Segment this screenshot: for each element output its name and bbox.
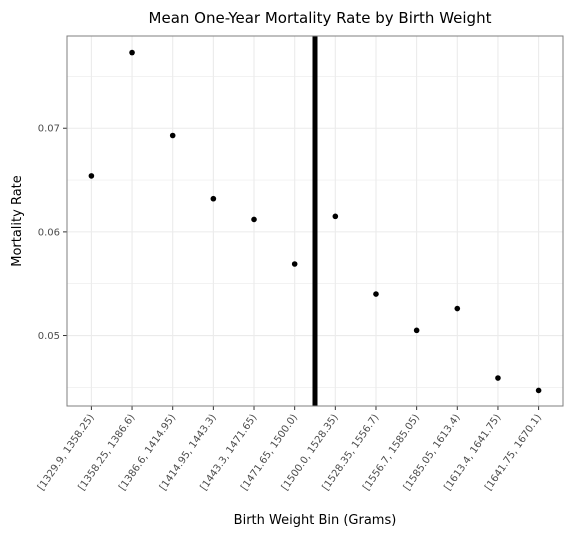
data-point-5 (291, 261, 298, 267)
plot-panel-border (66, 35, 564, 407)
data-points (88, 49, 542, 394)
y-tick-label-1: 0.06 (38, 227, 60, 238)
data-point-3 (210, 195, 217, 202)
data-point-10 (495, 375, 501, 381)
data-point-2 (169, 132, 176, 139)
y-tick-label-2: 0.07 (38, 124, 60, 135)
y-axis-label: Mortality Rate (10, 175, 25, 267)
data-point-4 (251, 216, 257, 223)
x-axis-label: Birth Weight Bin (Grams) (234, 513, 397, 528)
y-axis: 0.05 0.06 0.07 (38, 124, 67, 342)
data-point-9 (454, 305, 461, 312)
data-point-1 (129, 49, 135, 56)
chart-title: Mean One-Year Mortality Rate by Birth We… (149, 9, 492, 27)
data-point-8 (413, 327, 420, 334)
data-point-6 (332, 213, 339, 220)
data-point-11 (535, 387, 542, 394)
y-tick-label-0: 0.05 (38, 331, 60, 342)
x-axis: [1329.9, 1358.25)[1358.25, 1386.6)[1386.… (36, 406, 544, 493)
data-point-0 (88, 173, 95, 179)
data-point-7 (373, 291, 379, 297)
